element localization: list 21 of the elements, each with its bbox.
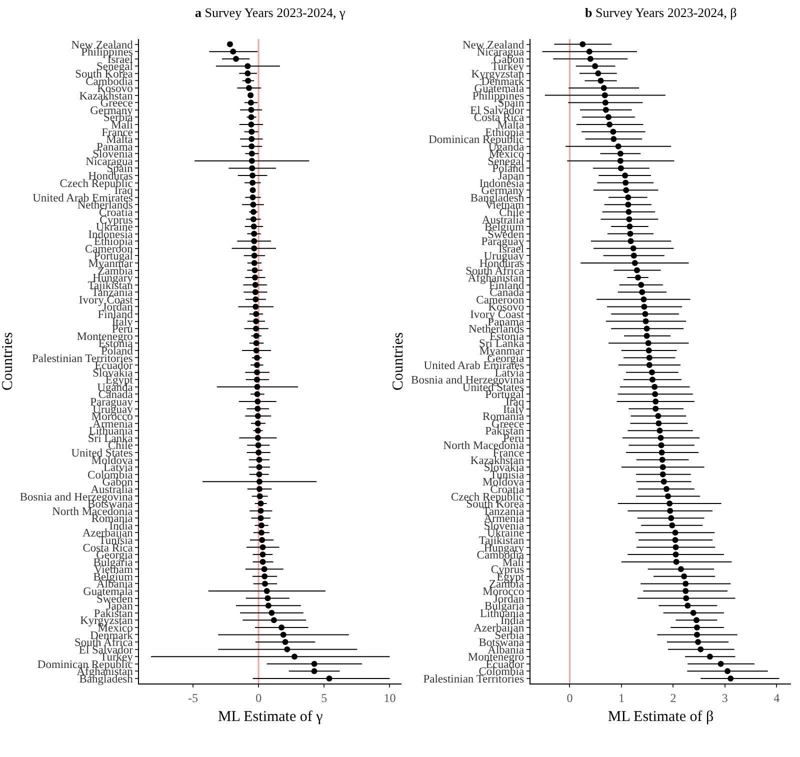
y-tick-label: Cyprus [490,564,525,576]
x-tick-label: 3 [722,690,728,705]
y-axis-title: Countries [390,332,406,391]
y-axis-title: Countries [0,332,16,391]
y-tick-label: Portugal [485,389,524,402]
x-tick-label: 10 [384,690,396,705]
y-tick-label: Paraguay [90,396,134,408]
x-tick-label: 0 [566,690,573,705]
x-axis-title: ML Estimate of γ [218,708,324,725]
x-tick-label: 1 [618,690,624,705]
chart-title: b Survey Years 2023-2024, β [585,5,738,20]
y-tick-label: Azerbaijan [82,528,134,540]
x-tick-label: 0 [256,690,262,705]
x-tick-label: -5 [188,690,198,705]
y-tick-label: Malta [106,134,133,146]
chart-title: a Survey Years 2023-2024, γ [195,5,346,20]
x-tick-label: 2 [670,690,676,705]
x-axis-title: ML Estimate of β [608,708,714,725]
x-tick-label: 5 [321,690,328,705]
x-tick-label: 4 [774,690,780,705]
y-tick-label: Kyrgyzstan [80,615,134,628]
